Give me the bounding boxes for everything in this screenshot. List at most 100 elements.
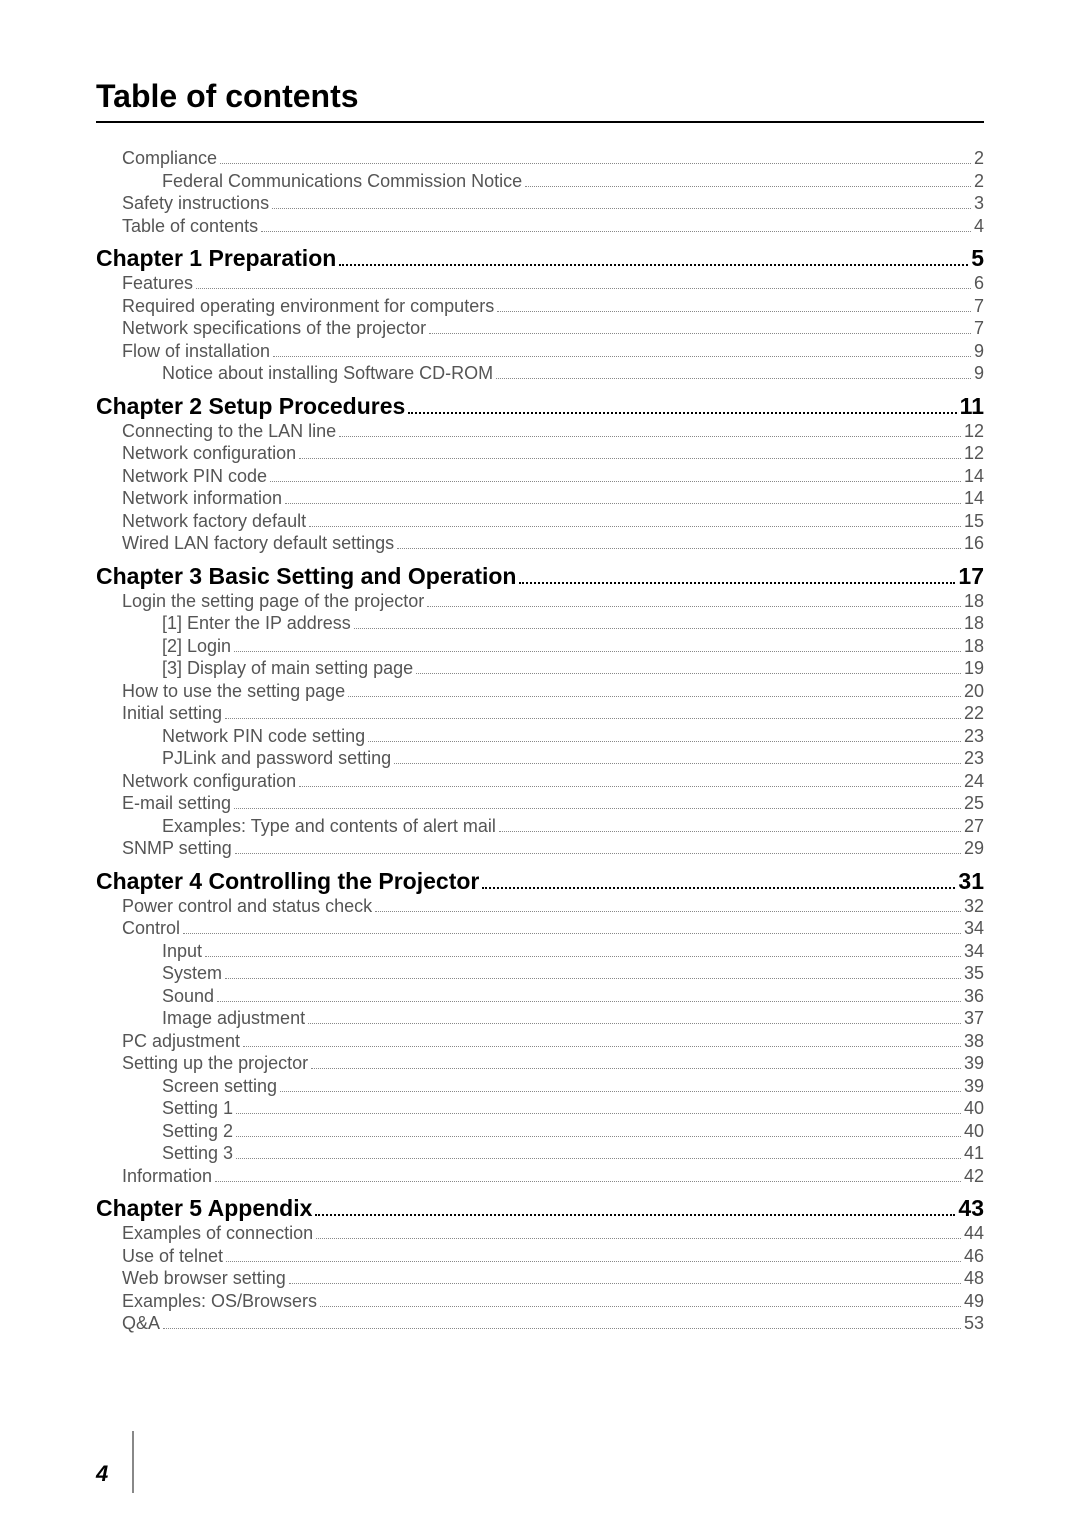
toc-dots [416, 673, 961, 674]
toc-row: Sound36 [162, 985, 984, 1008]
toc-label: Chapter 4 Controlling the Projector [96, 868, 479, 895]
toc-dots [339, 436, 961, 437]
toc-row: Setting 240 [162, 1120, 984, 1143]
toc-label: Information [122, 1165, 212, 1188]
toc-dots [234, 808, 961, 809]
toc-page: 41 [964, 1142, 984, 1165]
toc-row: Screen setting 39 [162, 1075, 984, 1098]
toc-row: Image adjustment 37 [162, 1007, 984, 1030]
toc-label: PC adjustment [122, 1030, 240, 1053]
toc-page: 40 [964, 1120, 984, 1143]
toc-dots [309, 526, 961, 527]
toc-page: 4 [974, 215, 984, 238]
toc-row: Federal Communications Commission Notice… [162, 170, 984, 193]
toc-row: Login the setting page of the projector1… [122, 590, 984, 613]
toc-page: 17 [958, 563, 984, 590]
toc-dots [316, 1238, 961, 1239]
toc-dots [183, 933, 961, 934]
toc-label: Examples: OS/Browsers [122, 1290, 317, 1313]
toc-row: How to use the setting page 20 [122, 680, 984, 703]
toc-page: 37 [964, 1007, 984, 1030]
toc-page: 39 [964, 1075, 984, 1098]
toc-row: Chapter 4 Controlling the Projector 31 [96, 868, 984, 895]
toc-page: 7 [974, 317, 984, 340]
toc-label: How to use the setting page [122, 680, 345, 703]
toc-dots [217, 1001, 961, 1002]
toc-row: Power control and status check32 [122, 895, 984, 918]
toc-page: 5 [971, 245, 984, 272]
toc-label: PJLink and password setting [162, 747, 391, 770]
toc-dots [272, 208, 971, 209]
toc-row: Setting up the projector39 [122, 1052, 984, 1075]
toc-row: PC adjustment38 [122, 1030, 984, 1053]
toc-page: 12 [964, 420, 984, 443]
toc-page: 48 [964, 1267, 984, 1290]
toc-label: Network information [122, 487, 282, 510]
toc-label: Input [162, 940, 202, 963]
toc-row: Examples: OS/Browsers 49 [122, 1290, 984, 1313]
toc-label: Examples of connection [122, 1222, 313, 1245]
toc-row: Examples of connection44 [122, 1222, 984, 1245]
toc-dots [499, 831, 961, 832]
toc-row: Network specifications of the projector7 [122, 317, 984, 340]
toc-page: 31 [958, 868, 984, 895]
toc-page: 49 [964, 1290, 984, 1313]
toc-dots [394, 763, 961, 764]
toc-label: Network configuration [122, 770, 296, 793]
toc-label: Compliance [122, 147, 217, 170]
toc-row: Chapter 3 Basic Setting and Operation 17 [96, 563, 984, 590]
toc-label: E-mail setting [122, 792, 231, 815]
toc-page: 22 [964, 702, 984, 725]
toc-page: 7 [974, 295, 984, 318]
toc-dots [311, 1068, 961, 1069]
toc-row: [3] Display of main setting page19 [162, 657, 984, 680]
toc-page: 9 [974, 362, 984, 385]
toc-row: Compliance 2 [122, 147, 984, 170]
toc-row: Examples: Type and contents of alert mai… [162, 815, 984, 838]
toc-dots [196, 288, 971, 289]
toc-page: 23 [964, 747, 984, 770]
toc-label: Network configuration [122, 442, 296, 465]
toc-dots [497, 311, 971, 312]
toc-dots [320, 1306, 961, 1307]
toc-dots [236, 1158, 961, 1159]
toc-page: 9 [974, 340, 984, 363]
toc-dots [163, 1328, 961, 1329]
toc-page: 2 [974, 147, 984, 170]
toc-label: Chapter 5 Appendix [96, 1195, 312, 1222]
toc-row: Q&A53 [122, 1312, 984, 1335]
toc-label: Image adjustment [162, 1007, 305, 1030]
toc-page: 6 [974, 272, 984, 295]
toc-label: Power control and status check [122, 895, 372, 918]
toc-label: Setting 3 [162, 1142, 233, 1165]
toc-page: 27 [964, 815, 984, 838]
toc-dots [375, 911, 961, 912]
toc-page: 20 [964, 680, 984, 703]
toc-label: Required operating environment for compu… [122, 295, 494, 318]
toc-page: 36 [964, 985, 984, 1008]
toc-page: 18 [964, 635, 984, 658]
toc-label: Chapter 3 Basic Setting and Operation [96, 563, 516, 590]
toc-label: Safety instructions [122, 192, 269, 215]
toc-row: SNMP setting29 [122, 837, 984, 860]
toc-dots [496, 378, 971, 379]
toc-row: Initial setting22 [122, 702, 984, 725]
toc-dots [368, 741, 961, 742]
toc-row: [1] Enter the IP address18 [162, 612, 984, 635]
table-of-contents: Compliance2Federal Communications Commis… [96, 147, 984, 1335]
toc-page: 14 [964, 487, 984, 510]
toc-dots [289, 1283, 961, 1284]
toc-label: Web browser setting [122, 1267, 286, 1290]
toc-label: Federal Communications Commission Notice [162, 170, 522, 193]
toc-dots [525, 186, 971, 187]
toc-row: Chapter 5 Appendix43 [96, 1195, 984, 1222]
toc-label: Screen setting [162, 1075, 277, 1098]
page-marker [132, 1431, 134, 1493]
toc-dots [427, 606, 961, 607]
toc-dots [225, 978, 961, 979]
toc-label: [1] Enter the IP address [162, 612, 351, 635]
toc-label: Network factory default [122, 510, 306, 533]
toc-label: Network PIN code [122, 465, 267, 488]
toc-page: 53 [964, 1312, 984, 1335]
toc-row: Notice about installing Software CD-ROM9 [162, 362, 984, 385]
